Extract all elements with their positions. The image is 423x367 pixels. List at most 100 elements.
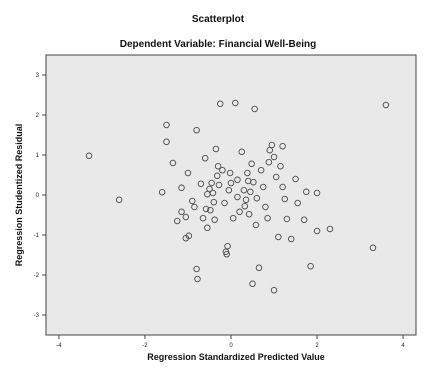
x-tick-label: 4	[401, 343, 405, 349]
data-point	[307, 262, 314, 270]
data-point	[260, 183, 267, 191]
data-point	[265, 158, 273, 166]
data-point	[184, 169, 192, 177]
data-point	[287, 235, 295, 243]
data-point	[253, 194, 261, 202]
data-point	[247, 188, 254, 196]
data-point	[270, 153, 278, 161]
x-tick-label: -4	[56, 343, 62, 349]
data-point	[234, 176, 241, 184]
data-point	[249, 280, 256, 288]
data-point	[208, 179, 215, 187]
data-point	[163, 138, 170, 146]
data-point	[193, 126, 200, 134]
data-point	[248, 160, 255, 168]
data-point	[272, 173, 280, 181]
data-point	[232, 99, 239, 107]
data-point	[182, 213, 190, 221]
y-tick-label: 1	[36, 153, 40, 159]
data-point	[369, 244, 377, 252]
data-point	[252, 221, 260, 229]
data-point	[236, 208, 243, 216]
data-point	[221, 199, 228, 207]
y-tick-label: 2	[36, 113, 40, 119]
data-point	[191, 203, 198, 211]
chart-subtitle: Dependent Variable: Financial Well-Being	[120, 39, 317, 50]
data-point	[241, 202, 249, 210]
data-point	[262, 203, 269, 211]
x-tick-label: -2	[142, 343, 148, 349]
data-point	[264, 214, 271, 222]
data-point	[242, 196, 250, 204]
data-point	[382, 101, 390, 109]
data-point	[219, 166, 226, 174]
data-point	[303, 188, 310, 196]
data-point	[158, 188, 166, 196]
data-point	[212, 145, 220, 153]
data-point	[169, 159, 177, 167]
x-axis-label: Regression Standardized Predicted Value	[147, 352, 325, 362]
data-point	[211, 216, 218, 224]
data-point	[197, 180, 205, 188]
x-tick-label: 2	[315, 343, 319, 349]
data-point	[194, 275, 201, 283]
data-point	[213, 172, 221, 180]
data-point	[173, 217, 181, 225]
data-point	[202, 205, 210, 213]
data-point	[214, 162, 222, 170]
y-tick-label: -2	[34, 273, 40, 279]
y-tick-label: -3	[34, 313, 40, 319]
data-point	[234, 193, 241, 201]
data-point	[115, 196, 123, 204]
chart-title: Scatterplot	[192, 14, 245, 25]
data-point	[292, 175, 299, 183]
y-axis-label: Regression Studentized Residual	[14, 124, 24, 267]
data-point	[225, 186, 233, 194]
data-point	[201, 154, 209, 162]
data-point	[193, 265, 200, 273]
data-point	[163, 121, 170, 129]
data-point	[281, 195, 289, 203]
data-point	[227, 179, 235, 187]
data-point	[223, 250, 230, 258]
data-point	[270, 286, 278, 294]
data-point	[257, 166, 265, 174]
data-point	[178, 184, 185, 192]
data-point	[294, 199, 301, 207]
data-point	[326, 225, 334, 233]
data-point	[313, 227, 321, 235]
data-point	[206, 185, 213, 193]
data-point	[185, 232, 193, 240]
data-point	[209, 189, 217, 197]
data-point	[224, 242, 231, 250]
data-point	[215, 181, 223, 189]
data-point	[226, 169, 234, 177]
plot-area	[45, 54, 417, 336]
data-point	[210, 198, 218, 206]
data-point	[229, 214, 237, 222]
axis-ticks: -4 -2 0 2 4 3 2 1 0 -1 -2 -3	[34, 73, 406, 349]
data-point	[240, 186, 248, 194]
data-point	[199, 214, 207, 222]
data-point	[178, 208, 185, 216]
data-points	[85, 99, 390, 294]
data-point	[244, 169, 251, 177]
data-point	[189, 197, 196, 205]
data-point	[216, 100, 224, 108]
data-point	[300, 216, 308, 224]
x-tick-label: 0	[229, 343, 233, 349]
data-point	[255, 264, 263, 272]
data-point	[204, 224, 211, 232]
y-tick-label: 3	[36, 73, 40, 79]
data-point	[238, 148, 246, 156]
data-point	[275, 233, 282, 241]
y-tick-label: 0	[36, 193, 40, 199]
data-point	[85, 152, 93, 160]
data-point	[313, 189, 321, 197]
data-point	[268, 141, 276, 149]
data-point	[251, 105, 258, 113]
data-point	[250, 178, 257, 186]
y-tick-label: -1	[34, 233, 40, 239]
data-point	[245, 210, 253, 218]
